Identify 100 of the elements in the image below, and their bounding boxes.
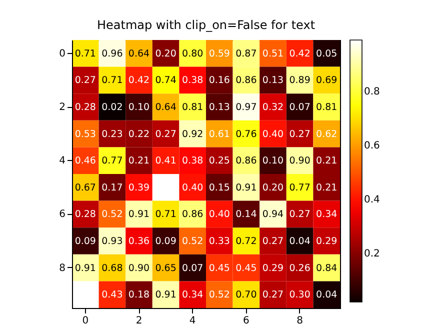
data-label: 0.61: [208, 128, 230, 140]
data-label: 0.45: [236, 262, 257, 274]
y-tick-label: 0: [59, 48, 66, 60]
data-label: 0.20: [262, 182, 284, 194]
data-label: 0.76: [236, 128, 257, 140]
data-label: 0.62: [316, 128, 338, 140]
x-tick-label: 2: [136, 316, 142, 326]
data-label: 0.46: [74, 156, 96, 167]
data-label: 0.41: [155, 156, 176, 167]
data-label: 0.21: [128, 156, 150, 167]
data-label: 0.14: [236, 209, 257, 220]
data-label: 0.65: [155, 262, 176, 274]
data-label: 0.15: [208, 182, 230, 194]
data-label: 0.90: [128, 262, 150, 274]
data-label: 0.21: [316, 182, 338, 194]
data-label: 0.40: [208, 209, 230, 220]
data-label: 0.28: [74, 102, 96, 113]
y-tick-label: 2: [59, 102, 66, 113]
data-label: 0.09: [155, 236, 176, 247]
data-label: 0.17: [102, 182, 123, 194]
data-label: 0.74: [155, 75, 176, 86]
data-label: 0.77: [289, 182, 310, 194]
data-label: 0.45: [208, 262, 230, 274]
data-label: 0.71: [74, 48, 96, 60]
data-label: 0.32: [262, 102, 284, 113]
data-label: 0.27: [289, 209, 310, 220]
data-label: 0.68: [102, 262, 123, 274]
data-label: 0.86: [182, 209, 204, 220]
data-label: 0.13: [262, 75, 284, 86]
data-label: 0.91: [236, 182, 257, 194]
data-label: 0.43: [102, 290, 123, 301]
data-label: 0.39: [128, 182, 150, 194]
data-label: 0.94: [262, 209, 284, 220]
data-label: 0.86: [236, 75, 257, 86]
color-bar-label: 0.8: [364, 86, 380, 98]
data-label: 0.21: [316, 156, 338, 167]
data-label: 0.20: [155, 48, 176, 60]
data-label: 0.38: [182, 75, 204, 86]
data-label: 0.25: [208, 156, 230, 167]
data-label: 0.04: [316, 290, 338, 301]
data-label: 0.22: [128, 128, 150, 140]
data-label: 0.05: [316, 48, 338, 60]
data-label: 0.90: [289, 156, 310, 167]
data-label: 0.97: [236, 102, 257, 113]
data-label: 0.34: [316, 209, 338, 220]
data-label: 0.27: [289, 128, 310, 140]
data-label: 0.87: [236, 48, 257, 60]
x-tick-label: 6: [243, 316, 250, 326]
data-label: 0.29: [316, 236, 338, 247]
data-label: 0.36: [128, 236, 150, 247]
data-label: 0.42: [289, 48, 310, 60]
data-label: 0.10: [262, 156, 284, 167]
data-label: 0.52: [102, 209, 123, 220]
data-label: 0.52: [208, 290, 230, 301]
data-label: 0.42: [128, 75, 150, 86]
data-label: 0.80: [182, 48, 204, 60]
x-tick-label: 0: [82, 316, 89, 326]
data-label: 0.81: [182, 102, 204, 113]
data-label: 0.86: [236, 156, 257, 167]
y-tick-label: 4: [59, 156, 66, 167]
data-label: 0.30: [289, 290, 310, 301]
data-label: 0.02: [102, 102, 123, 113]
y-tick-label: 8: [59, 262, 66, 274]
chart-title: Heatmap with clip_on=False for text: [96, 18, 316, 32]
data-label: 0.51: [262, 48, 284, 60]
data-label: 0.27: [74, 75, 96, 86]
data-label: 0.40: [262, 128, 284, 140]
data-label: 0.91: [155, 290, 176, 301]
data-label: 0.40: [182, 182, 204, 194]
color-bar-label: 0.4: [364, 194, 380, 206]
data-label: 0.96: [102, 48, 123, 60]
color-bar-label: 0.2: [364, 248, 380, 260]
data-label: 0.34: [182, 290, 204, 301]
data-label: 0.27: [262, 236, 284, 247]
color-bar-label: 0.6: [364, 140, 380, 152]
y-tick-label: 6: [59, 209, 66, 220]
data-label: 0.26: [289, 262, 310, 274]
data-label: 0.07: [289, 102, 310, 113]
data-label: 0.13: [208, 102, 230, 113]
data-label: 0.81: [316, 102, 338, 113]
data-label: 0.07: [182, 262, 204, 274]
data-label: 0.38: [182, 156, 204, 167]
data-label: 0.33: [208, 236, 230, 247]
data-label: 0.91: [74, 262, 96, 274]
data-label: 0.59: [208, 48, 230, 60]
data-label: 0.23: [102, 128, 123, 140]
data-label: 0.71: [155, 209, 176, 220]
data-label: 0.04: [289, 236, 310, 247]
data-label: 0.10: [128, 102, 150, 113]
data-label: 0.53: [74, 128, 96, 140]
data-label: 0.93: [102, 236, 123, 247]
data-label: 0.91: [128, 209, 150, 220]
data-label: 0.64: [155, 102, 176, 113]
data-label: 0.52: [182, 236, 204, 247]
data-label: 0.27: [262, 290, 284, 301]
x-tick-label: 8: [296, 316, 303, 326]
data-label: 0.92: [182, 128, 204, 140]
x-tick-label: 4: [189, 316, 196, 326]
data-label: 0.29: [262, 262, 284, 274]
data-label: 0.69: [316, 75, 338, 86]
